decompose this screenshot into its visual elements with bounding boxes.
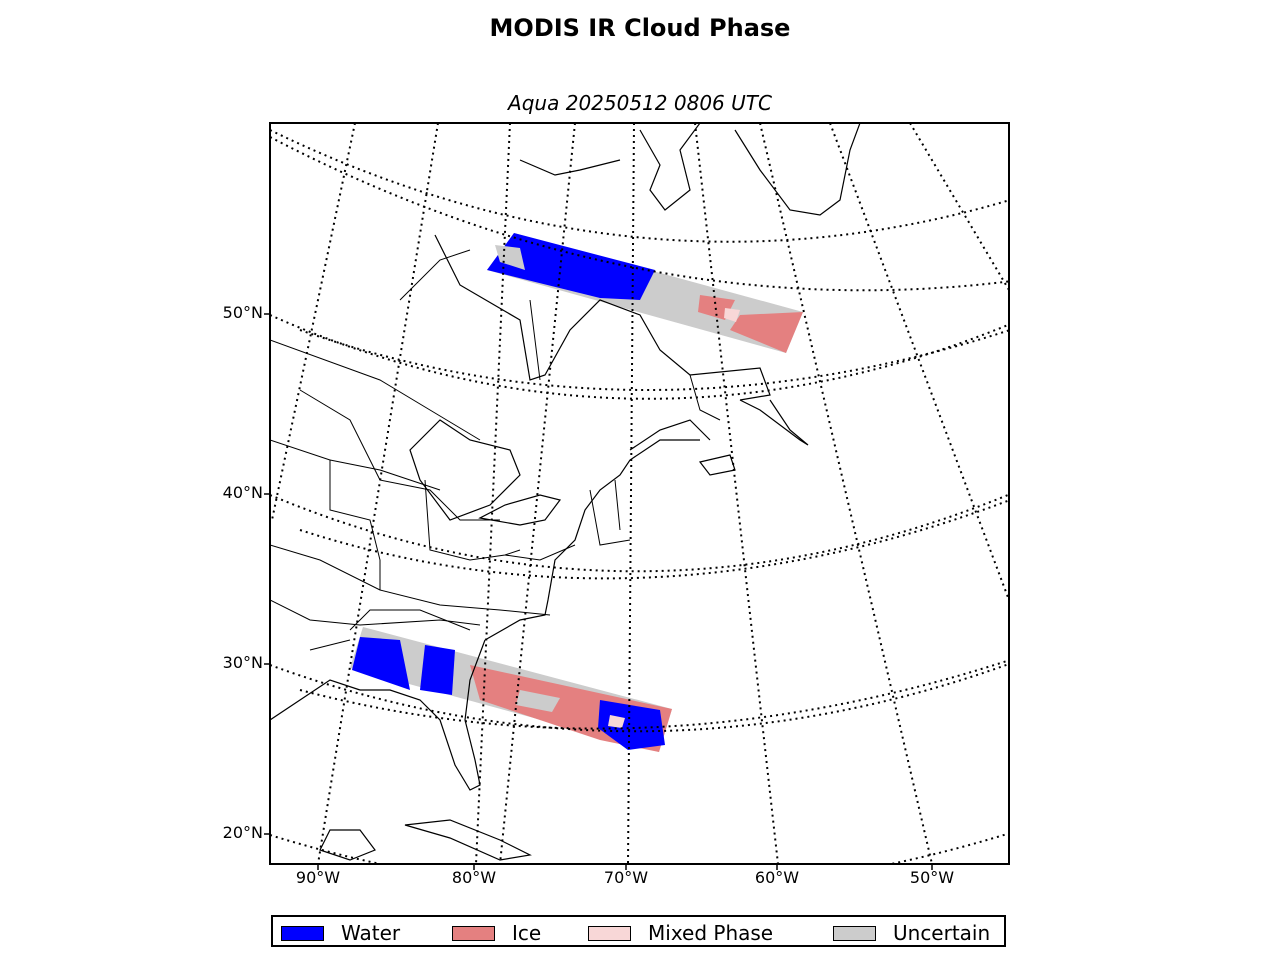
northern-swath-mixed	[724, 308, 740, 322]
map-title: MODIS IR Cloud Phase	[489, 14, 791, 42]
southern-swath-water-east	[598, 700, 665, 750]
axis-ticks	[264, 313, 933, 870]
southern-swath-water-west	[352, 637, 410, 690]
latitude-label-30n: 30°N	[222, 653, 263, 672]
legend: Water Ice Mixed Phase Uncertain	[271, 915, 1006, 947]
meridians	[271, 123, 1009, 864]
southern-swath-mixed	[608, 715, 625, 728]
northern-swath-uncertain-patch	[495, 245, 525, 270]
legend-swatch-mixed-phase	[588, 925, 631, 941]
longitude-label-90w: 90°W	[295, 868, 341, 887]
legend-label-water: Water	[341, 921, 401, 945]
northern-swath-water	[487, 233, 655, 300]
latitude-label-50n: 50°N	[222, 303, 263, 322]
latitude-label-40n: 40°N	[222, 483, 263, 502]
political-borders	[270, 249, 721, 651]
longitude-label-80w: 80°W	[451, 868, 497, 887]
legend-label-ice: Ice	[512, 921, 542, 945]
longitude-label-50w: 50°W	[909, 868, 955, 887]
southern-swath-water-mid	[420, 645, 455, 695]
legend-label-uncertain: Uncertain	[893, 921, 991, 945]
parallels-upper	[270, 129, 1009, 730]
map-frame	[269, 122, 1010, 865]
coastlines	[270, 123, 861, 861]
legend-item-ice: Ice	[452, 917, 541, 949]
legend-label-mixed-phase: Mixed Phase	[648, 921, 774, 945]
northern-swath-ice	[730, 312, 803, 353]
legend-item-mixed-phase: Mixed Phase	[588, 917, 773, 949]
legend-item-uncertain: Uncertain	[833, 917, 990, 949]
legend-swatch-water	[281, 925, 324, 941]
legend-swatch-ice	[452, 925, 495, 941]
legend-item-water: Water	[281, 917, 400, 949]
legend-swatch-uncertain	[833, 925, 876, 941]
longitude-label-70w: 70°W	[603, 868, 649, 887]
parallels	[270, 136, 1009, 864]
longitude-label-60w: 60°W	[754, 868, 800, 887]
southern-swath-uncertain-patch	[516, 690, 560, 712]
northern-swath	[487, 233, 803, 353]
southern-swath	[350, 627, 672, 752]
latitude-label-20n: 20°N	[222, 823, 263, 842]
map-subtitle: Aqua 20250512 0806 UTC	[508, 91, 772, 115]
